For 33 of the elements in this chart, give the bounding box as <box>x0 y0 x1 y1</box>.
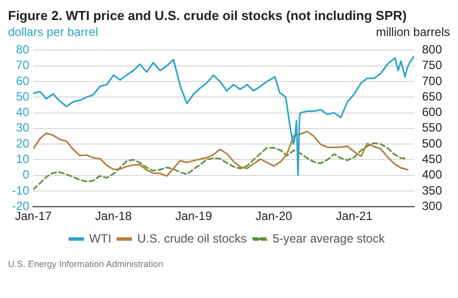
y2-tick-label: 300 <box>422 198 442 213</box>
x-tick-label: Jan-20 <box>255 209 293 224</box>
y-tick-label: 20 <box>16 136 30 150</box>
y2-tick-label: 400 <box>422 168 442 182</box>
y-tick-label: 80 <box>16 42 30 57</box>
legend-label: WTI <box>89 231 112 246</box>
y-axis-title: dollars per barrel <box>8 25 98 39</box>
y-tick-label: -10 <box>12 183 30 198</box>
y2-tick-label: 450 <box>422 152 442 166</box>
y2-tick-label: 350 <box>422 183 442 198</box>
y2-tick-label: 700 <box>422 74 442 88</box>
line-series <box>33 142 408 190</box>
y2-tick-label: 650 <box>422 89 442 104</box>
x-tick-label: Jan-18 <box>95 209 132 224</box>
y2-axis-title: million barrels <box>376 25 450 39</box>
y2-tick-label: 550 <box>422 120 442 135</box>
y-tick-label: 10 <box>16 152 30 166</box>
text: U.S. Energy Information Administration <box>8 259 164 269</box>
x-tick-label: Jan-21 <box>336 209 373 224</box>
y-tick-label: 40 <box>16 105 30 120</box>
y-tick-label: 60 <box>16 74 30 88</box>
y2-tick-label: 600 <box>422 105 442 120</box>
y2-tick-label: 500 <box>422 136 442 150</box>
y-tick-label: 30 <box>16 120 30 135</box>
y2-tick-label: 800 <box>422 42 442 57</box>
y-tick-label: 50 <box>16 89 30 104</box>
legend-label: 5-year average stock <box>272 231 386 246</box>
x-tick-label: Jan-19 <box>175 209 212 224</box>
y2-tick-label: 750 <box>422 58 442 72</box>
chart-title: Figure 2. WTI price and U.S. crude oil stocks (not including SPR) <box>8 8 408 23</box>
y-tick-label: 70 <box>16 58 30 72</box>
y-tick-label: 0 <box>22 168 30 182</box>
legend-label: U.S. crude oil stocks <box>137 231 247 246</box>
